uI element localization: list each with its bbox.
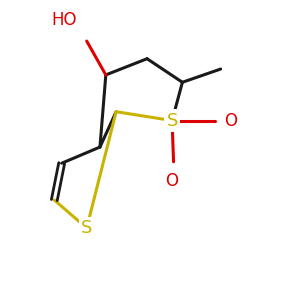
Text: HO: HO	[52, 11, 77, 29]
Text: S: S	[167, 112, 178, 130]
Text: O: O	[166, 172, 178, 190]
Text: O: O	[224, 112, 238, 130]
Text: S: S	[81, 219, 92, 237]
